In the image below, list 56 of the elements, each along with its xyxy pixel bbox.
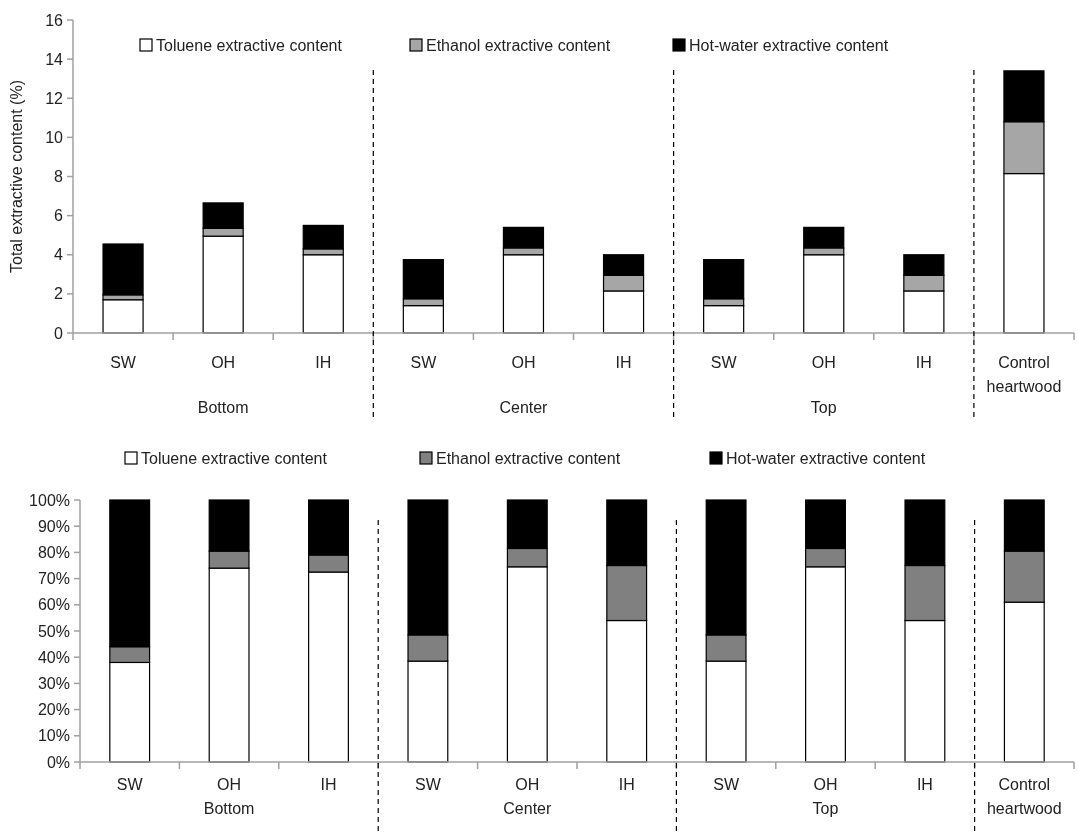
y-tick-label: 10: [45, 128, 64, 146]
y-tick-label: 6: [54, 207, 64, 225]
y-tick-label: 40%: [37, 648, 70, 666]
text: Bottom: [197, 399, 249, 416]
x-tick-label: IH: [315, 354, 332, 371]
x-tick-label: OH: [211, 354, 236, 371]
y-tick-label: 60%: [37, 596, 70, 614]
y-tick-label: 30%: [37, 675, 70, 692]
x-tick-label: IH: [320, 776, 337, 793]
y-tick-label: 8: [54, 168, 64, 186]
y-tick-label: 90%: [37, 517, 70, 535]
x-tick-label: SW: [410, 354, 438, 371]
y-tick-label: 20%: [37, 701, 70, 719]
legend-label: Hot-water extractive content: [689, 36, 889, 54]
x-tick-label: OH: [217, 776, 242, 793]
y-tick-label: 100%: [29, 491, 70, 509]
x-tick-label: SW: [116, 776, 144, 793]
bar: [102, 243, 144, 296]
legend-label: Toluene extractive content: [156, 36, 343, 54]
y-tick-label: 70%: [37, 570, 70, 588]
x-tick-label: IH: [615, 354, 632, 371]
text: Center: [503, 800, 552, 817]
y-tick-label: 12: [45, 89, 64, 107]
legend-label: Toluene extractive content: [141, 449, 328, 467]
x-tick-label: IH: [915, 354, 932, 371]
text: Top: [812, 800, 839, 817]
x-tick-label: IH: [916, 776, 933, 793]
y-tick-label: 14: [45, 50, 64, 68]
x-tick-label: SW: [710, 354, 738, 371]
bar: [302, 254, 344, 334]
y-tick-label: 0: [54, 324, 64, 342]
legend-label: Ethanol extractive content: [426, 36, 611, 54]
bar: [102, 299, 144, 334]
y-tick-label: 80%: [37, 544, 70, 561]
text: Top: [810, 399, 837, 416]
y-axis-title: Total extractive content (%): [8, 80, 25, 273]
x-tick-label: IH: [618, 776, 635, 793]
x-tick-label: OH: [515, 776, 540, 793]
text: Bottom: [203, 800, 255, 817]
x-tick-label: SW: [713, 776, 740, 793]
x-tick-label: OH: [813, 776, 838, 793]
x-tick-label: OH: [511, 354, 536, 371]
x-tick-label: SW: [110, 354, 137, 371]
x-tick-label: Control heartwood: [986, 354, 1062, 395]
legend-label: Hot-water extractive content: [726, 449, 926, 467]
y-tick-label: 10%: [37, 727, 70, 745]
x-tick-label: OH: [811, 354, 836, 371]
y-tick-label: 4: [54, 246, 64, 264]
x-tick-label: Control heartwood: [986, 776, 1062, 817]
y-tick-label: 0%: [46, 753, 70, 771]
legend-label: Ethanol extractive content: [436, 449, 621, 467]
x-tick-label: SW: [415, 776, 442, 793]
y-tick-label: 2: [54, 285, 64, 303]
text: Center: [499, 399, 549, 416]
y-tick-label: 16: [45, 11, 64, 29]
y-tick-label: 50%: [37, 622, 70, 640]
